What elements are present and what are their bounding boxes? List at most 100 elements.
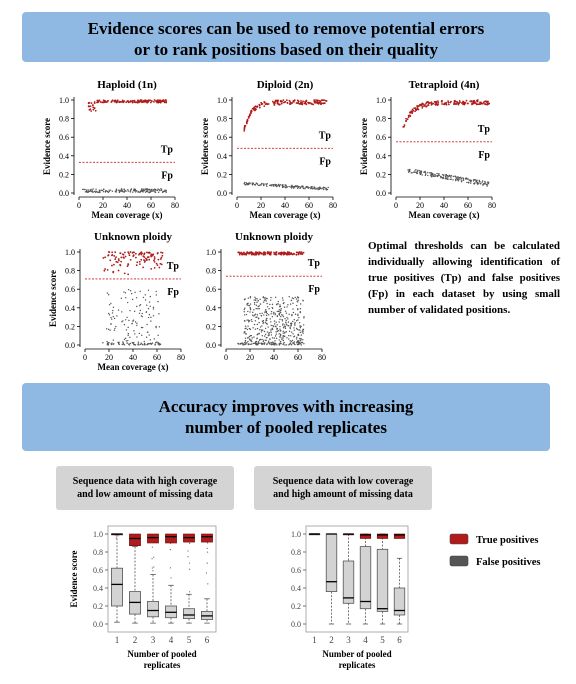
high-coverage-caption: Sequence data with high coverage and low…: [56, 466, 234, 510]
y-tick-label: 0.8: [217, 115, 227, 124]
y-tick-label: 1.0: [376, 96, 386, 105]
bottom-banner: Accuracy improves with increasing number…: [22, 383, 550, 451]
tp-label: Tp: [319, 130, 332, 141]
fp-box-5: [376, 533, 389, 625]
x-tick-label: 60: [464, 201, 472, 210]
high-coverage-caption-line2: and low amount of missing data: [77, 489, 213, 500]
y-tick-label: 1.0: [206, 248, 216, 257]
top-banner-line2: or to rank positions based on their qual…: [133, 40, 439, 59]
y-tick-label: 0.0: [376, 189, 386, 198]
x-tick-label: 60: [147, 201, 155, 210]
y-tick-label: 0.6: [217, 133, 227, 142]
x-tick-label: 40: [129, 353, 137, 362]
y-tick-label: 0.2: [291, 602, 301, 611]
x-tick-label: 80: [171, 201, 179, 210]
fp-box-3: [342, 533, 355, 625]
scatter-points: [237, 251, 305, 346]
tp-box-3: [147, 533, 159, 544]
high-coverage-caption-line1: Sequence data with high coverage: [72, 476, 218, 487]
x-axis-label-line1: Number of pooled: [322, 649, 391, 659]
y-tick-label: 0.2: [217, 170, 227, 179]
y-axis-label: Evidence score: [42, 118, 52, 175]
x-axis-label: Mean coverage (x): [409, 210, 480, 220]
fp-box-4: [359, 533, 372, 625]
y-tick-label: 0.8: [93, 548, 103, 557]
box-panels: 0.0 0.2 0.4 0.6 0.8 1.0 1 2 3 4 5 6 Number of pooled…: [69, 525, 540, 670]
tp-box-2: [129, 533, 141, 546]
x-tick-label: 80: [488, 201, 496, 210]
scatter-points: [82, 99, 168, 194]
y-tick-label: 0.4: [59, 152, 69, 161]
scatter-panel-title: Tetraploid (4n): [409, 79, 480, 91]
tp-box-3: [342, 533, 355, 536]
plot-frame: [107, 525, 217, 633]
bottom-banner-line2: number of pooled replicates: [185, 418, 387, 437]
y-tick-label: 0.6: [93, 566, 103, 575]
fp-box-4: [165, 540, 177, 624]
x-tick-label: 6: [205, 635, 210, 645]
y-tick-label: 0.2: [65, 322, 75, 331]
scatter-panel-title: Unknown ploidy: [94, 231, 172, 243]
x-tick-label: 3: [346, 635, 351, 645]
x-axis-label-line1: Number of pooled: [127, 649, 196, 659]
scatter-panel-3: Tetraploid (4n) 0.0 0.2 0.4 0.6 0.8 1.0 0 20 40 60…: [359, 79, 496, 220]
top-banner-line1: Evidence scores can be used to remove po…: [87, 19, 485, 38]
fp-label: Fp: [478, 150, 490, 161]
y-tick-label: 0.4: [376, 152, 386, 161]
tp-label: Tp: [478, 124, 491, 135]
y-tick-label: 0.2: [59, 170, 69, 179]
scatter-points: [102, 251, 164, 346]
y-tick-label: 0.4: [217, 152, 227, 161]
tp-label: Tp: [308, 258, 321, 269]
x-axis-label: Mean coverage (x): [250, 210, 321, 220]
tp-box-4: [359, 533, 372, 539]
y-axis-label: Evidence score: [48, 270, 58, 327]
y-tick-label: 0.6: [291, 566, 301, 575]
y-tick-label: 1.0: [59, 96, 69, 105]
fp-label: Fp: [161, 170, 173, 181]
y-tick-label: 0.8: [376, 115, 386, 124]
x-tick-label: 0: [235, 201, 239, 210]
box-panel-1: 0.0 0.2 0.4 0.6 0.8 1.0 1 2 3 4 5 6 Number of pooled…: [69, 525, 217, 670]
x-tick-label: 60: [294, 353, 302, 362]
y-tick-label: 0.8: [206, 267, 216, 276]
scatter-panel-5: Unknown ploidy 0.0 0.2 0.4 0.6 0.8 1.0 0 20 40 60 8…: [206, 231, 326, 362]
x-tick-label: 0: [394, 201, 398, 210]
legend-tp-label: True positives: [476, 535, 539, 546]
legend-fp-label: False positives: [476, 557, 540, 568]
tp-box-6: [201, 533, 213, 543]
legend-fp-swatch: [449, 555, 469, 567]
y-tick-label: 0.8: [65, 267, 75, 276]
y-tick-label: 0.6: [65, 285, 75, 294]
y-tick-label: 0.4: [291, 584, 301, 593]
tp-label: Tp: [167, 261, 180, 272]
x-tick-label: 20: [246, 353, 254, 362]
scatter-panel-4: Unknown ploidy 0.0 0.2 0.4 0.6 0.8 1.0 0 20 40 60 8…: [48, 231, 185, 372]
fp-box-6: [201, 542, 213, 624]
threshold-note: Optimal thresholds can be calculated ind…: [368, 240, 560, 316]
x-axis-label: Mean coverage (x): [92, 210, 163, 220]
x-tick-label: 20: [99, 201, 107, 210]
x-tick-label: 80: [329, 201, 337, 210]
x-tick-label: 0: [224, 353, 228, 362]
x-tick-label: 40: [270, 353, 278, 362]
y-tick-label: 0.2: [93, 602, 103, 611]
y-tick-label: 0.2: [206, 322, 216, 331]
y-tick-label: 0.8: [291, 548, 301, 557]
scatter-panel-1: Haploid (1n) 0.0 0.2 0.4 0.6 0.8 1.0 0 20 40 60 80 M…: [42, 79, 179, 220]
y-tick-label: 1.0: [217, 96, 227, 105]
x-tick-label: 40: [123, 201, 131, 210]
x-tick-label: 2: [329, 635, 334, 645]
x-tick-label: 3: [151, 635, 156, 645]
scatter-panel-2: Diploid (2n) 0.0 0.2 0.4 0.6 0.8 1.0 0 20 40 60 80 M…: [200, 79, 337, 220]
x-axis-label-line2: replicates: [339, 660, 376, 670]
x-tick-label: 40: [440, 201, 448, 210]
tp-box-5: [183, 533, 195, 543]
y-axis-label: Evidence score: [359, 118, 369, 175]
x-tick-label: 1: [312, 635, 317, 645]
y-tick-label: 0.0: [217, 189, 227, 198]
x-tick-label: 5: [380, 635, 385, 645]
y-tick-label: 0.0: [206, 341, 216, 350]
x-axis-label: Mean coverage (x): [98, 362, 169, 372]
fp-box-2: [325, 533, 338, 625]
